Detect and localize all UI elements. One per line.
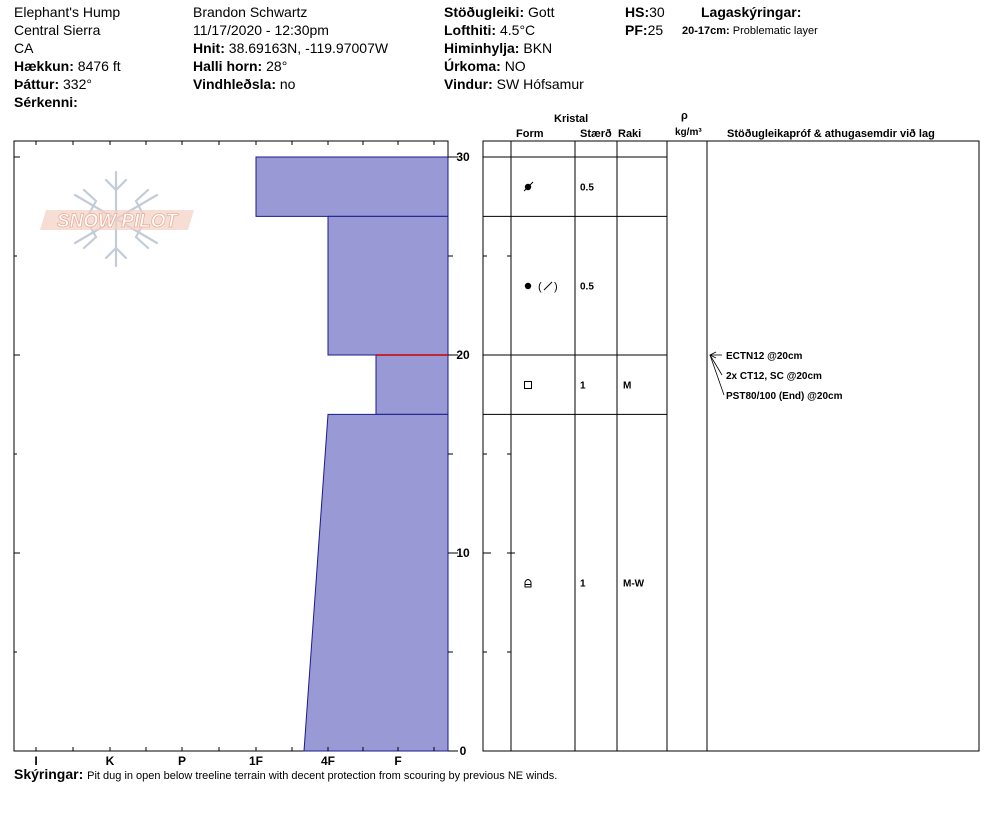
test-leader-2 — [709, 354, 725, 396]
depth-label-0: 0 — [460, 744, 467, 758]
layer-moisture-3: M-W — [623, 579, 645, 590]
hardness-tick-label-P: P — [178, 754, 186, 768]
left-depth-ticks — [14, 156, 458, 752]
moisture-header: Raki — [618, 128, 642, 140]
precip-label: Úrkoma: — [444, 58, 501, 74]
tests-header: Stöðugleikapróf & athugasemdir við lag — [727, 128, 935, 140]
coords-value: 38.69163N, -119.97007W — [228, 40, 389, 56]
stability-value: Gott — [528, 4, 555, 20]
layer-size-3: 1 — [580, 579, 586, 590]
hardness-tick-label-4F: 4F — [321, 754, 335, 768]
slope-label: Halli horn: — [193, 58, 263, 74]
test-label-1: 2x CT12, SC @20cm — [726, 371, 822, 382]
legend-row: 20-17cm: Problematic layer — [682, 23, 818, 40]
wind-value: SW Hófsamur — [496, 76, 584, 92]
aspect-label: Þáttur: — [14, 76, 60, 92]
wind-loading-value: no — [279, 76, 296, 92]
faceted-crystal-icon — [524, 381, 532, 389]
hardness-layer-0 — [255, 156, 449, 217]
hs-row: HS:30 — [625, 4, 665, 21]
wind-loading-label: Vindhleðsla: — [193, 76, 276, 92]
hardness-layers — [255, 156, 449, 752]
site-range: Central Sierra — [14, 22, 101, 38]
hs-label: HS: — [625, 4, 650, 20]
size-header: Stærð — [580, 128, 612, 140]
slope-row: Halli horn: 28° — [193, 58, 287, 75]
comments-label: Skýringar: — [14, 766, 84, 782]
stability-label: Stöðugleiki: — [444, 4, 525, 20]
decomposing-particles-icon: ( ) — [524, 281, 558, 293]
hardness-layer-2 — [375, 354, 449, 415]
features-label: Sérkenni: — [14, 94, 78, 110]
melt-freeze-icon — [524, 579, 532, 588]
coords-row: Hnit: 38.69163N, -119.97007W — [193, 40, 388, 57]
graupel-icon — [523, 181, 534, 192]
elevation-row: Hækkun: 8476 ft — [14, 58, 121, 75]
comments-row: Skýringar: Pit dug in open below treelin… — [14, 766, 557, 785]
crystal-header: Kristal — [554, 113, 589, 125]
site-name: Elephant's Hump — [14, 4, 121, 20]
stability-tests: ECTN12 @20cm 2x CT12, SC @20cm PST80/100 (… — [709, 351, 843, 402]
pf-row: PF:25 — [625, 22, 663, 39]
form-header: Form — [516, 128, 544, 140]
layer-size-1: 0.5 — [580, 282, 594, 293]
elevation-label: Hækkun: — [14, 58, 74, 74]
elevation-value: 8476 ft — [77, 58, 121, 74]
density-unit-header: kg/m³ — [675, 127, 702, 138]
sky-row: Himinhylja: BKN — [444, 40, 552, 57]
depth-label-10: 10 — [456, 546, 470, 560]
layer-table-frame — [482, 140, 980, 752]
pf-value: 25 — [647, 22, 664, 38]
air-temp-label: Lofthiti: — [444, 22, 497, 38]
comments-text: Pit dug in open below treeline terrain w… — [87, 770, 558, 782]
rho-header: ρ — [681, 110, 688, 122]
depth-label-30: 30 — [456, 150, 470, 164]
stability-row: Stöðugleiki: Gott — [444, 4, 554, 21]
hardness-layer-1 — [327, 215, 449, 356]
test-leader-1 — [709, 354, 723, 376]
svg-text:): ) — [554, 281, 558, 293]
layer-moisture-2: M — [623, 381, 631, 392]
test-label-0: ECTN12 @20cm — [726, 351, 803, 362]
svg-text:(: ( — [538, 281, 542, 293]
table-column-lines — [510, 141, 708, 751]
slope-value: 28° — [266, 58, 288, 74]
depth-label-20: 20 — [456, 348, 470, 362]
wind-loading-row: Vindhleðsla: no — [193, 76, 295, 93]
observation-datetime: 11/17/2020 - 12:30pm — [193, 22, 329, 38]
air-temp-row: Lofthiti: 4.5°C — [444, 22, 535, 39]
logo-text: SNOW PILOT — [57, 211, 179, 232]
aspect-value: 332° — [63, 76, 92, 92]
hardness-tick-label-F: F — [394, 754, 401, 768]
hardness-tick-label-1F: 1F — [249, 754, 263, 768]
air-temp-value: 4.5°C — [499, 22, 536, 38]
aspect-row: Þáttur: 332° — [14, 76, 92, 93]
hardness-tick-label-I: I — [34, 754, 37, 768]
site-state: CA — [14, 40, 34, 56]
hs-value: 30 — [649, 4, 665, 20]
table-depth-ticks — [483, 156, 515, 752]
legend-title: Lagaskýringar: — [701, 4, 802, 20]
precip-value: NO — [504, 58, 526, 74]
legend-text: Problematic layer — [732, 25, 818, 37]
layer-size-0: 0.5 — [580, 183, 594, 194]
hardness-layer-3 — [303, 413, 449, 752]
observer-name: Brandon Schwartz — [193, 4, 308, 20]
layer-size-2: 1 — [580, 381, 586, 392]
pf-label: PF: — [625, 22, 648, 38]
wind-row: Vindur: SW Hófsamur — [444, 76, 584, 93]
depth-axis-labels: 30 20 10 0 — [456, 150, 470, 758]
sky-label: Himinhylja: — [444, 40, 520, 56]
hardness-tick-label-K: K — [106, 754, 115, 768]
snowpilot-logo: SNOW PILOT — [40, 170, 194, 268]
sky-value: BKN — [523, 40, 553, 56]
test-label-2: PST80/100 (End) @20cm — [726, 391, 843, 402]
hardness-axis-ticks: I K P 1F 4F F — [13, 141, 435, 768]
wind-label: Vindur: — [444, 76, 493, 92]
test-arrowhead — [709, 351, 717, 359]
precip-row: Úrkoma: NO — [444, 58, 526, 75]
legend-range: 20-17cm: — [682, 25, 730, 37]
coords-label: Hnit: — [193, 40, 225, 56]
